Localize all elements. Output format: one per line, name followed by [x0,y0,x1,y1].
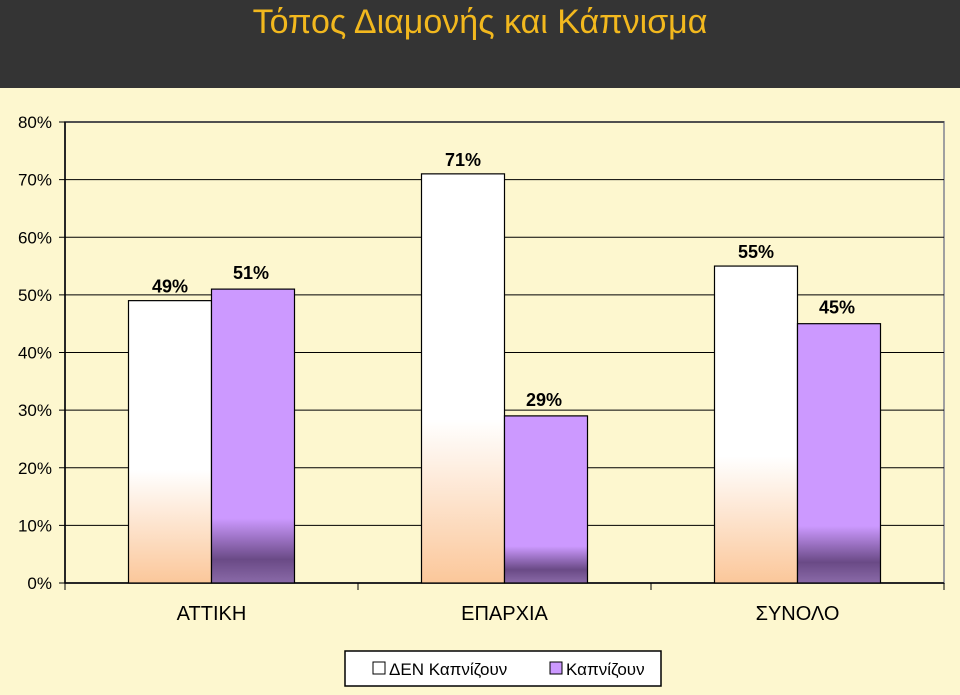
legend-label: ΔΕΝ Καπνίζουν [389,660,507,679]
data-label: 51% [233,263,269,283]
x-tick-label: ΑΤΤΙΚΗ [177,603,247,625]
bar [420,173,506,584]
x-tick-label: ΣΥΝΟΛΟ [756,603,840,625]
y-tick-label: 20% [18,459,52,478]
data-label: 29% [526,390,562,410]
bar [713,265,799,584]
y-tick-label: 30% [18,401,52,420]
y-tick-label: 60% [18,228,52,247]
y-tick-label: 40% [18,344,52,363]
y-tick-label: 80% [18,113,52,132]
y-tick-label: 70% [18,171,52,190]
y-tick-label: 0% [27,574,52,593]
data-label: 49% [152,277,188,297]
legend-swatch [372,661,386,675]
legend [344,650,662,687]
bar [503,415,589,584]
legend-label: Καπνίζουν [566,660,645,679]
bar [210,288,296,584]
x-tick-label: ΕΠΑΡΧΙΑ [461,603,548,625]
data-label: 55% [738,242,774,262]
data-label: 45% [819,298,855,318]
bar [796,323,882,584]
y-tick-label: 10% [18,516,52,535]
y-tick-label: 50% [18,286,52,305]
chart-title: Τόπος Διαμονής και Κάπνισμα [252,3,708,41]
bar [127,300,213,584]
data-label: 71% [445,150,481,170]
legend-swatch [549,661,563,675]
